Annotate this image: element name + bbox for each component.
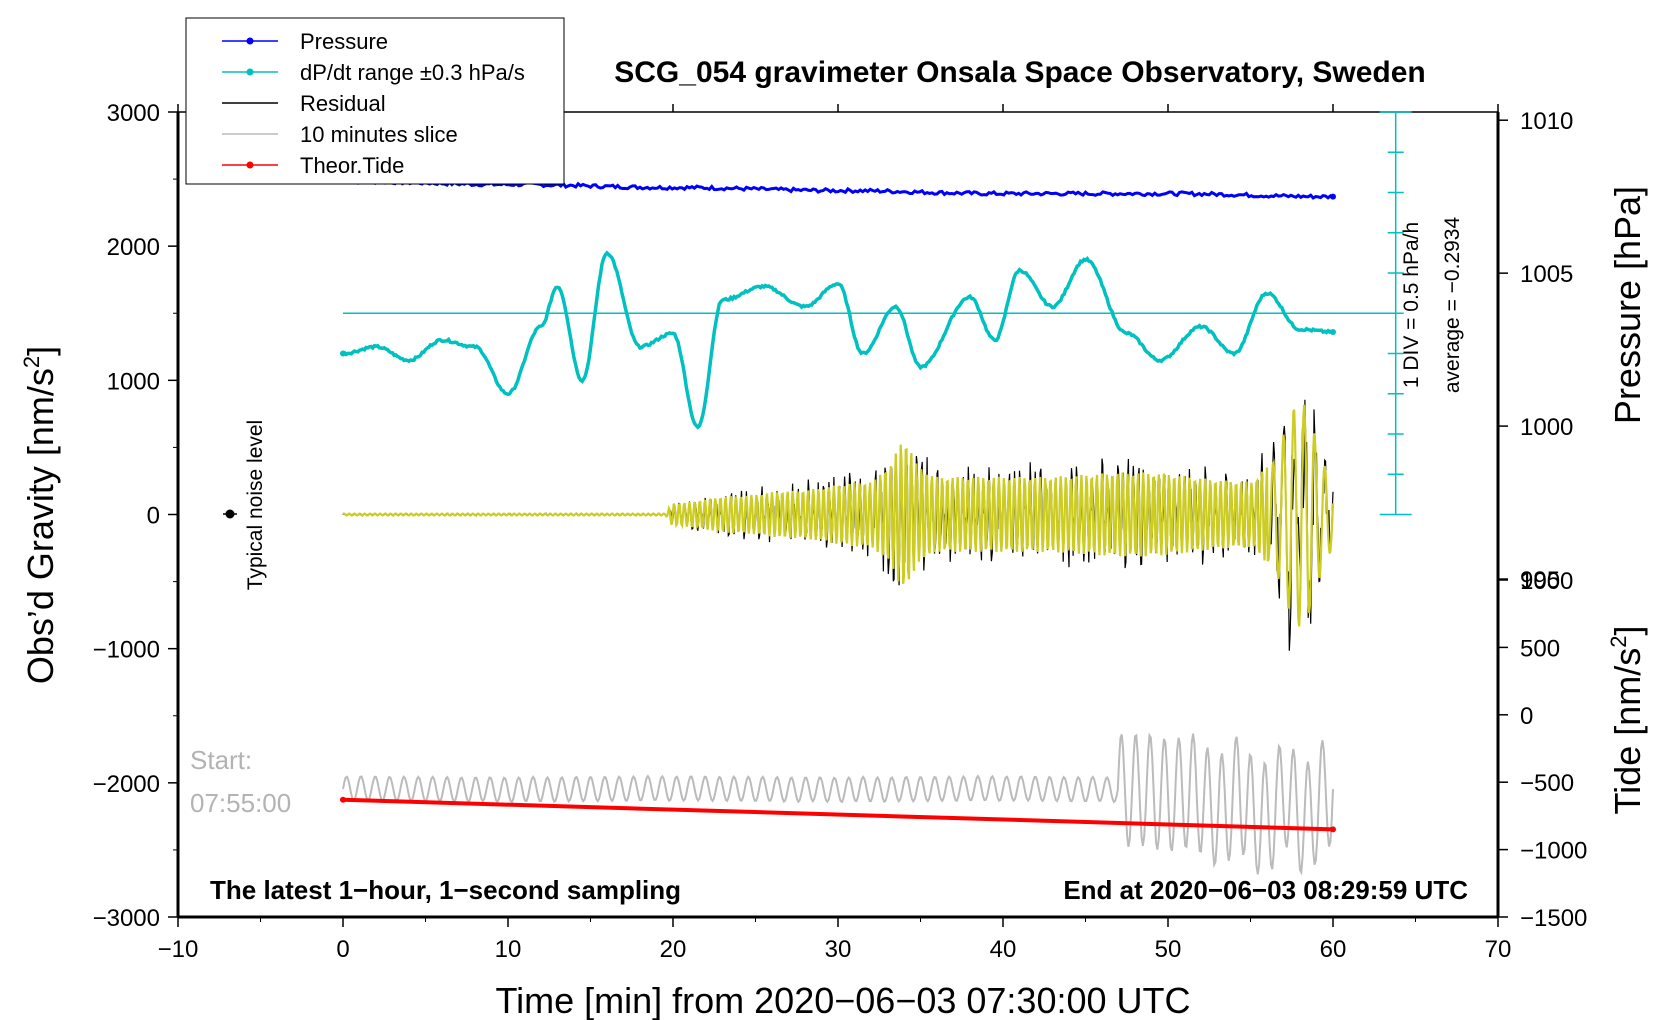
y-tick-label: 2000 [107, 234, 160, 261]
y-axis-title-left-text: Obs’d Gravity [nm/s [20, 368, 61, 684]
tide-tick-label: −500 [1520, 770, 1574, 797]
ten-minute-slice-series [342, 732, 1334, 876]
legend-label: 10 minutes slice [300, 122, 458, 147]
theoretical-tide-series [342, 797, 1334, 832]
y-axis-title-tide-close: ] [1607, 626, 1648, 636]
tide-tick-label: 0 [1520, 703, 1533, 730]
legend-box [185, 17, 565, 185]
tide-end-point [1330, 826, 1336, 833]
pressure-tick-label: 1005 [1520, 261, 1573, 288]
dpdt-scale-label: 1 DIV = 0.5 hPa/h [1400, 222, 1423, 388]
pressure-series [342, 178, 1335, 200]
noise-level-label: Typical noise level [244, 420, 267, 590]
y-axis-title-pressure: Pressure [hPa] [1607, 186, 1648, 424]
y-tick-label: −1000 [93, 637, 160, 664]
y-axis-title-tide: Tide [nm/s2] [1606, 626, 1648, 815]
x-tick-label: 40 [990, 936, 1017, 963]
start-label: Start: [190, 745, 252, 775]
x-tick-label: −10 [158, 936, 199, 963]
chart-title: SCG_054 gravimeter Onsala Space Observat… [614, 56, 1426, 89]
tide-tick-label: 1000 [1520, 568, 1573, 595]
tide-tick-label: −1000 [1520, 838, 1587, 865]
series-layer [340, 178, 1396, 876]
x-tick-label: 50 [1155, 936, 1182, 963]
tick-layer: −10 0 10 20 30 40 50 60 70 −3000 −2000 −1000 0 1000 20… [93, 100, 1588, 963]
y-tick-label: 0 [147, 503, 160, 530]
legend-label: Residual [300, 91, 386, 116]
y-tick-label: 1000 [107, 368, 160, 395]
pressure-tick-label: 995 [1520, 567, 1560, 594]
start-time-label: 07:55:00 [190, 788, 291, 818]
pressure-tick-label: 1010 [1520, 108, 1573, 135]
x-tick-label: 0 [336, 936, 349, 963]
legend-swatch-marker [246, 37, 254, 45]
tide-tick-label: 500 [1520, 635, 1560, 662]
x-tick-label: 20 [660, 936, 687, 963]
y-axis-title-tide-sup: 2 [1606, 636, 1631, 648]
x-tick-label: 30 [825, 936, 852, 963]
legend: Pressure dP/dt range ±0.3 hPa/s Residual 10… [185, 17, 565, 185]
dpdt-scale-bar [1379, 111, 1412, 516]
y-axis-title-tide-text: Tide [nm/s [1607, 648, 1648, 815]
dpdt-average-label: average = −0.2934 [1441, 217, 1464, 394]
end-time-note: End at 2020−06−03 08:29:59 UTC [1063, 875, 1468, 905]
legend-label: Theor.Tide [300, 153, 404, 178]
y-axis-title-left-sup: 2 [19, 356, 44, 368]
x-tick-label: 10 [495, 936, 522, 963]
x-axis-title: Time [min] from 2020−06−03 07:30:00 UTC [495, 980, 1190, 1020]
legend-label: Pressure [300, 29, 388, 54]
legend-swatch-marker [246, 161, 254, 169]
y-axis-title-left: Obs’d Gravity [nm/s2] [19, 346, 61, 684]
sampling-note: The latest 1−hour, 1−second sampling [210, 875, 681, 905]
dpdt-start-point [340, 350, 346, 357]
pressure-end-point [1330, 193, 1336, 200]
y-tick-label: −3000 [93, 905, 160, 932]
legend-swatch-marker [246, 68, 254, 76]
dpdt-series [342, 250, 1333, 430]
y-axis-title-left-close: ] [20, 346, 61, 356]
x-tick-label: 70 [1485, 936, 1512, 963]
tide-tick-label: −1500 [1520, 905, 1587, 932]
legend-label: dP/dt range ±0.3 hPa/s [300, 60, 525, 85]
residual-filtered-series [342, 404, 1335, 627]
y-tick-label: −2000 [93, 771, 160, 798]
tide-start-point [340, 796, 346, 803]
legend-items: Pressure dP/dt range ±0.3 hPa/s Residual 10… [222, 29, 525, 178]
x-tick-label: 60 [1320, 936, 1347, 963]
dpdt-end-point [1330, 329, 1336, 336]
pressure-tick-label: 1000 [1520, 414, 1573, 441]
y-tick-label: 3000 [107, 100, 160, 127]
